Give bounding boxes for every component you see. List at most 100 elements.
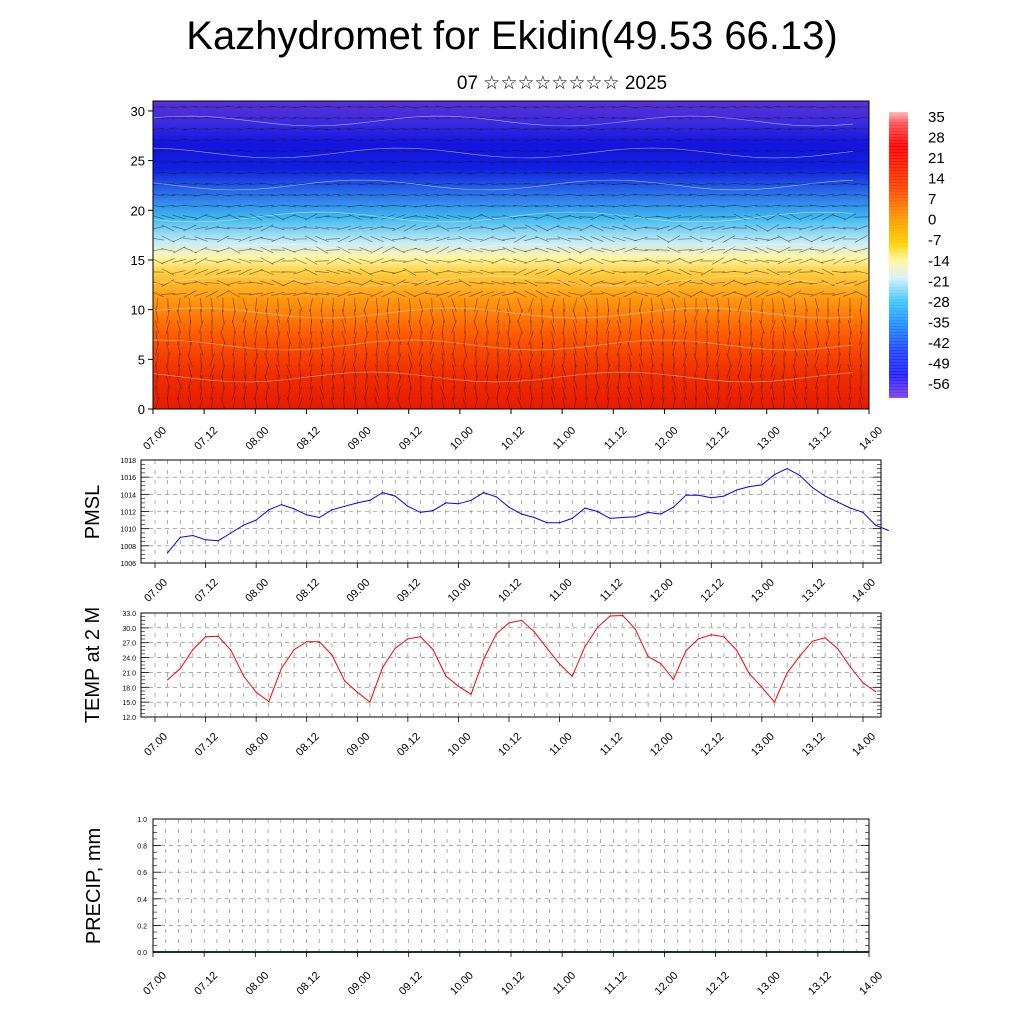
wind-barb: [183, 237, 197, 241]
wind-barb: [161, 224, 175, 232]
wind-barb: [480, 171, 494, 175]
wind-barb: [579, 279, 593, 287]
wind-barb: [325, 161, 341, 163]
wind-barb: [766, 291, 780, 297]
wind-barb: [557, 246, 571, 254]
wind-barb: [293, 280, 307, 286]
wind-barb: [402, 150, 418, 152]
series-line: [167, 468, 889, 554]
wind-barb: [622, 204, 638, 208]
wind-barb: [216, 269, 230, 275]
wind-barb: [649, 320, 655, 334]
wind-barb: [320, 320, 324, 334]
wind-barb: [403, 258, 417, 264]
wind-barb: [710, 183, 726, 185]
wind-barb: [381, 214, 395, 220]
wind-barb: [292, 117, 308, 119]
wind-barb: [777, 290, 791, 298]
wind-barb: [715, 353, 721, 367]
wind-barb: [172, 292, 186, 296]
wind-barb: [517, 309, 523, 323]
wind-barb: [210, 386, 214, 400]
wind-barb: [755, 246, 769, 254]
data-point: [217, 540, 219, 542]
wind-barb: [341, 353, 347, 367]
wind-barb: [348, 281, 362, 285]
y-tick-label: 0.8: [137, 844, 147, 851]
wind-barb: [596, 352, 598, 368]
wind-barb: [469, 270, 483, 274]
wind-barb: [243, 364, 247, 378]
wind-barb: [227, 237, 241, 241]
wind-barb: [705, 375, 709, 389]
wind-barb: [744, 204, 758, 208]
wind-barb: [523, 172, 539, 174]
wind-barb: [634, 149, 648, 153]
wind-barb: [667, 224, 681, 232]
wind-barb: [480, 193, 494, 197]
wind-barb: [243, 386, 247, 400]
wind-barb: [777, 246, 791, 254]
wind-barb: [497, 319, 499, 335]
wind-barb: [303, 194, 319, 196]
wind-barb: [326, 193, 340, 197]
wind-barb: [699, 139, 715, 141]
wind-barb: [512, 171, 528, 175]
wind-barb: [288, 319, 290, 335]
wind-barb: [722, 279, 736, 287]
wind-barb: [447, 204, 461, 208]
x-tick-label: 09.00: [344, 731, 372, 759]
data-point: [331, 509, 333, 511]
wind-barb: [408, 320, 412, 334]
data-point: [192, 649, 194, 651]
wind-barb: [480, 116, 494, 120]
wind-barb: [205, 268, 219, 276]
wind-barb: [693, 309, 699, 323]
wind-barb: [161, 127, 175, 131]
wind-barb: [634, 291, 648, 297]
wind-barb: [678, 182, 692, 186]
wind-barb: [286, 331, 292, 345]
wind-barb: [402, 139, 418, 141]
wind-barb: [480, 149, 494, 153]
data-point: [508, 506, 510, 508]
wind-barb: [529, 386, 533, 400]
grid-lines: [141, 612, 881, 718]
wind-barb: [303, 248, 319, 252]
wind-barb: [458, 247, 472, 253]
wind-barb: [265, 342, 269, 356]
wind-barb: [172, 235, 186, 243]
wind-barb: [292, 194, 308, 196]
wind-barb: [374, 386, 380, 400]
x-tick-label: 10.00: [446, 731, 474, 759]
data-point: [432, 649, 434, 651]
wind-barb: [699, 172, 715, 174]
data-point: [318, 516, 320, 519]
wind-barb: [436, 214, 450, 220]
wind-barb: [781, 320, 787, 334]
wind-barb: [331, 364, 335, 378]
wind-barb: [771, 331, 775, 345]
wind-barb: [523, 216, 539, 218]
wind-barb: [188, 331, 192, 345]
wind-barb: [226, 139, 242, 141]
wind-barb: [572, 375, 578, 389]
wind-barb: [325, 249, 341, 251]
data-point: [242, 675, 245, 677]
wind-barb: [732, 271, 748, 273]
data-point: [533, 631, 535, 633]
data-point: [204, 636, 207, 638]
wind-barb: [750, 297, 752, 313]
data-point: [369, 701, 371, 703]
wind-barb: [512, 282, 528, 284]
wind-barb: [155, 342, 159, 356]
wind-barb: [485, 353, 489, 367]
cross-section-panel: 0 5 10 15 20 25 30 07.00 07.12 08.00 08.12 09.00 09.…: [131, 100, 885, 453]
wind-barb: [655, 139, 671, 141]
wind-barb: [155, 309, 159, 323]
wind-barb: [732, 249, 748, 251]
y-tick-label: 18.0: [122, 685, 136, 692]
x-tick-label: 08.00: [243, 731, 271, 759]
wind-barb: [165, 375, 171, 389]
wind-barb: [655, 161, 671, 163]
